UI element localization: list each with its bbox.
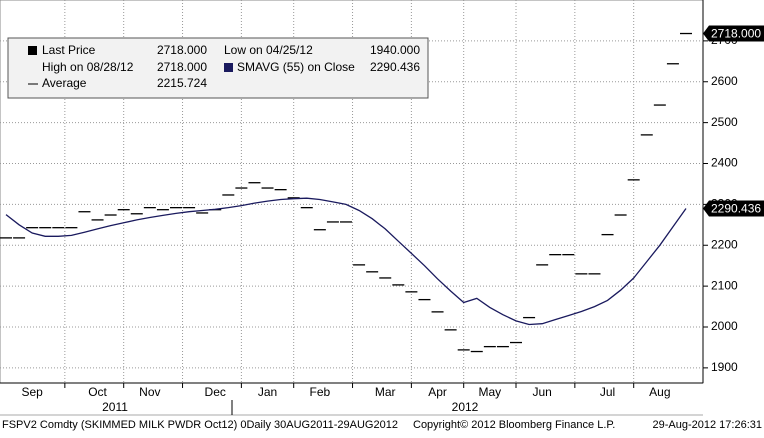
x-tick-label: Nov: [139, 385, 160, 399]
footer-mid: Copyright© 2012 Bloomberg Finance L.P.: [413, 419, 615, 431]
x-tick-label: Mar: [375, 385, 396, 399]
legend-swatch: [224, 63, 233, 72]
year-label: 2012: [452, 400, 479, 414]
callout-box: [703, 200, 764, 217]
y-tick-label: 1900: [711, 360, 738, 374]
footer-left: FSPV2 Comdty (SKIMMED MILK PWDR Oct12) 0…: [2, 419, 398, 431]
x-tick-label: Aug: [649, 385, 670, 399]
callout-box: [703, 25, 764, 42]
y-tick-label: 2500: [711, 115, 738, 129]
x-tick-label: Jun: [532, 385, 551, 399]
callout-label: 2290.436: [711, 202, 761, 216]
x-tick-label: Dec: [205, 385, 226, 399]
y-tick-label: 2400: [711, 156, 738, 170]
footer-right: 29-Aug-2012 17:26:31: [653, 419, 762, 431]
callout-label: 2718.000: [711, 27, 761, 41]
legend-value: 2718.000: [157, 60, 207, 74]
legend-name: Last Price: [42, 43, 96, 57]
legend-value: 2215.724: [157, 76, 207, 90]
sma-line: [5, 197, 687, 326]
x-tick-label: Oct: [88, 385, 107, 399]
year-label: 2011: [102, 400, 128, 414]
legend-value: 2290.436: [370, 60, 420, 74]
legend-name: High on 08/28/12: [42, 60, 134, 74]
y-tick-label: 2200: [711, 237, 738, 251]
legend-name: Average: [42, 76, 87, 90]
y-tick-label: 2000: [711, 319, 738, 333]
x-tick-label: Sep: [21, 385, 43, 399]
x-tick-label: Jul: [600, 385, 615, 399]
x-tick-label: Jan: [258, 385, 277, 399]
legend-value: 1940.000: [370, 43, 420, 57]
legend-box: [7, 37, 429, 99]
legend-swatch: [28, 46, 37, 55]
legend-name: Low on 04/25/12: [224, 43, 313, 57]
legend-name: SMAVG (55) on Close: [237, 60, 355, 74]
legend-value: 2718.000: [157, 43, 207, 57]
x-tick-label: Feb: [310, 385, 331, 399]
y-tick-label: 2100: [711, 278, 738, 292]
x-tick-label: Apr: [428, 385, 447, 399]
x-tick-label: May: [479, 385, 502, 399]
legend: Last Price 2718.000 Low on 04/25/12 1940…: [7, 37, 429, 99]
y-tick-label: 2600: [711, 74, 738, 88]
